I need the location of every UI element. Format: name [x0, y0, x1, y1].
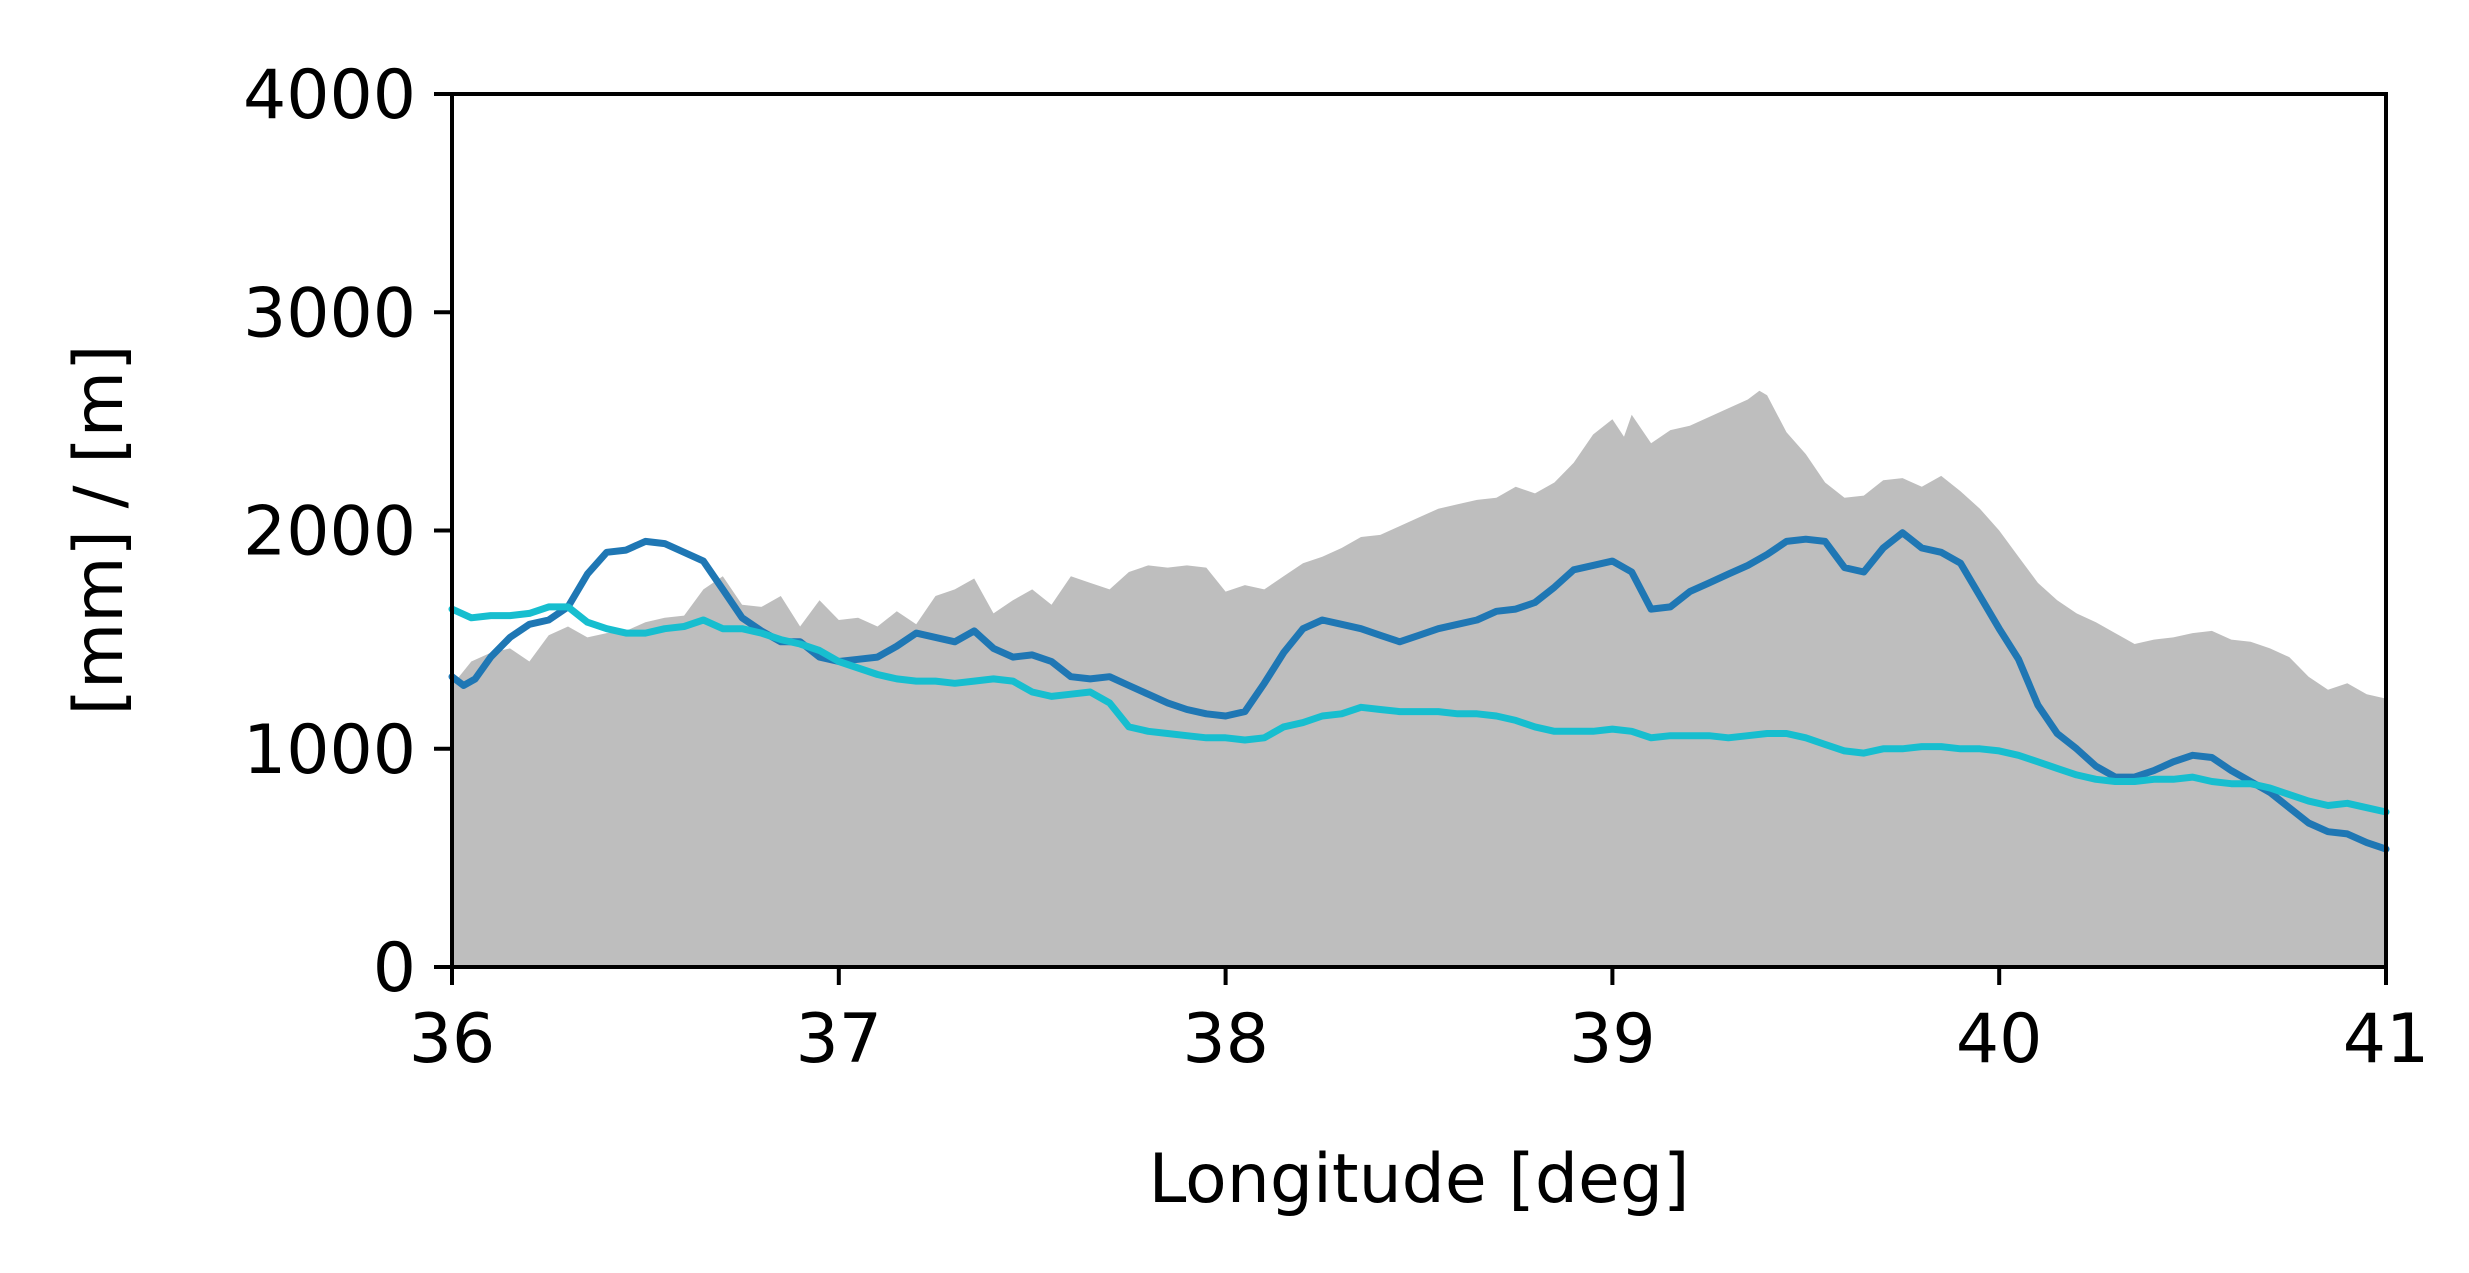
x-tick-label: 39 [1569, 1000, 1656, 1079]
x-tick-label: 41 [2343, 1000, 2430, 1079]
y-axis-ticks: 0 1000 2000 3000 4000 [243, 56, 452, 1008]
x-axis-label: Longitude [deg] [1148, 1140, 1689, 1219]
area-series-0 [452, 390, 2386, 967]
line-series-2 [448, 603, 2390, 816]
y-tick-label: 3000 [243, 274, 416, 353]
y-tick-label: 0 [373, 929, 416, 1008]
plot-area [448, 390, 2390, 967]
y-tick-label: 2000 [243, 493, 416, 572]
x-tick-label: 38 [1182, 1000, 1269, 1079]
x-tick-label: 36 [409, 1000, 496, 1079]
line-series-1 [448, 529, 2390, 853]
y-tick-label: 1000 [243, 711, 416, 790]
x-tick-label: 37 [796, 1000, 883, 1079]
y-axis-label: [mm] / [m] [60, 345, 139, 716]
y-tick-label: 4000 [243, 56, 416, 135]
x-tick-label: 40 [1956, 1000, 2043, 1079]
x-axis-ticks: 36 37 38 39 40 41 [409, 967, 2430, 1079]
